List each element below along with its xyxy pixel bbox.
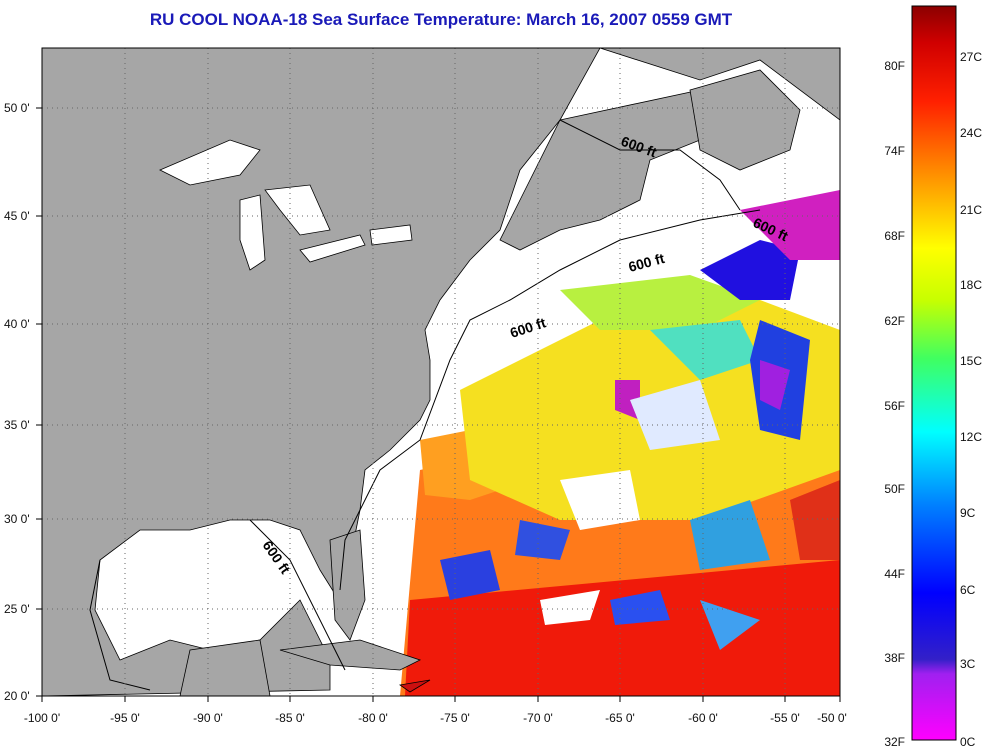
- colorbar-c-label: 24C: [960, 126, 982, 140]
- colorbar-c-labels: 27C 24C 21C 18C 15C 12C 9C 6C 3C 0C: [960, 50, 982, 749]
- x-tick-label: -95 0': [110, 711, 140, 725]
- map-frame: [41, 47, 841, 697]
- great-lakes: [159, 139, 413, 271]
- tick-marks: [36, 107, 841, 702]
- shelf-contour: [89, 119, 761, 691]
- x-axis-labels: -100 0' -95 0' -90 0' -85 0' -80 0' -75 …: [24, 711, 847, 725]
- lake-huron: [264, 184, 331, 236]
- cuba-landmass: [279, 639, 422, 671]
- y-tick-label: 40 0': [4, 317, 30, 331]
- y-tick-label: 25 0': [4, 602, 30, 616]
- x-tick-label: -70 0': [523, 711, 553, 725]
- x-tick-label: -85 0': [275, 711, 305, 725]
- newfoundland-landmass: [689, 69, 801, 171]
- colorbar-f-label: 50F: [884, 482, 905, 496]
- y-axis-labels: 50 0' 45 0' 40 0' 35 0' 30 0' 25 0' 20 0…: [4, 101, 30, 703]
- x-tick-label: -75 0': [440, 711, 470, 725]
- y-tick-label: 50 0': [4, 101, 30, 115]
- x-tick-label: -55 0': [770, 711, 800, 725]
- y-tick-label: 30 0': [4, 512, 30, 526]
- sst-data-layer: [400, 190, 840, 696]
- colorbar: [911, 5, 957, 741]
- y-tick-label: 45 0': [4, 209, 30, 223]
- colorbar-f-labels: 80F 74F 68F 62F 56F 50F 44F 38F 32F: [884, 59, 905, 749]
- colorbar-c-label: 12C: [960, 430, 982, 444]
- colorbar-f-label: 68F: [884, 229, 905, 243]
- y-tick-label: 35 0': [4, 418, 30, 432]
- colorbar-c-label: 3C: [960, 657, 976, 671]
- x-tick-label: -60 0': [688, 711, 718, 725]
- colorbar-c-label: 21C: [960, 203, 982, 217]
- colorbar-c-label: 6C: [960, 583, 976, 597]
- land-layer: [42, 48, 840, 696]
- colorbar-c-label: 18C: [960, 278, 982, 292]
- x-tick-label: -65 0': [605, 711, 635, 725]
- graticule: [42, 48, 840, 696]
- colorbar-f-label: 56F: [884, 399, 905, 413]
- florida-landmass: [329, 529, 366, 641]
- x-tick-label: -100 0': [24, 711, 60, 725]
- yucatan-landmass: [179, 639, 271, 696]
- y-tick-label: 20 0': [4, 689, 30, 703]
- lake-michigan: [239, 194, 266, 271]
- lake-erie: [299, 234, 366, 263]
- colorbar-f-label: 38F: [884, 651, 905, 665]
- x-tick-label: -50 0': [817, 711, 847, 725]
- colorbar-f-label: 74F: [884, 144, 905, 158]
- colorbar-c-label: 15C: [960, 354, 982, 368]
- colorbar-f-label: 32F: [884, 735, 905, 749]
- x-tick-label: -90 0': [193, 711, 223, 725]
- colorbar-f-label: 44F: [884, 567, 905, 581]
- colorbar-c-label: 9C: [960, 506, 976, 520]
- lake-ontario: [369, 224, 413, 246]
- x-tick-label: -80 0': [358, 711, 388, 725]
- colorbar-f-label: 80F: [884, 59, 905, 73]
- colorbar-c-label: 0C: [960, 735, 976, 749]
- lake-superior: [159, 139, 261, 186]
- colorbar-f-label: 62F: [884, 314, 905, 328]
- colorbar-c-label: 27C: [960, 50, 982, 64]
- map-title: RU COOL NOAA-18 Sea Surface Temperature:…: [149, 10, 733, 29]
